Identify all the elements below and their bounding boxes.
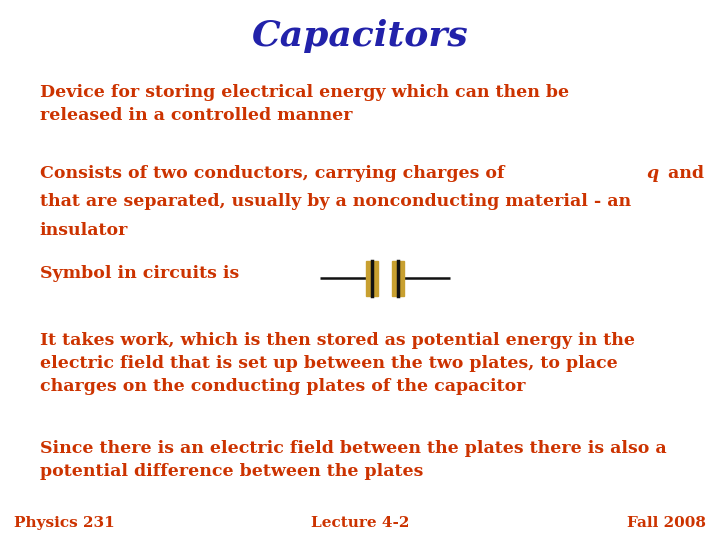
Text: that are separated, usually by a nonconducting material - an: that are separated, usually by a noncond… — [40, 193, 631, 210]
Text: Fall 2008: Fall 2008 — [626, 516, 706, 530]
Text: Since there is an electric field between the plates there is also a
potential di: Since there is an electric field between… — [40, 440, 666, 480]
Text: insulator: insulator — [40, 222, 128, 239]
Text: Consists of two conductors, carrying charges of: Consists of two conductors, carrying cha… — [40, 165, 510, 181]
Text: Symbol in circuits is: Symbol in circuits is — [40, 265, 239, 281]
Text: and: and — [662, 165, 711, 181]
Text: Lecture 4-2: Lecture 4-2 — [311, 516, 409, 530]
Bar — [366, 260, 378, 296]
Bar — [392, 260, 404, 296]
Text: Capacitors: Capacitors — [251, 19, 469, 53]
Text: Physics 231: Physics 231 — [14, 516, 115, 530]
Text: Device for storing electrical energy which can then be
released in a controlled : Device for storing electrical energy whi… — [40, 84, 569, 124]
Text: It takes work, which is then stored as potential energy in the
electric field th: It takes work, which is then stored as p… — [40, 332, 634, 395]
Text: q: q — [647, 165, 659, 181]
